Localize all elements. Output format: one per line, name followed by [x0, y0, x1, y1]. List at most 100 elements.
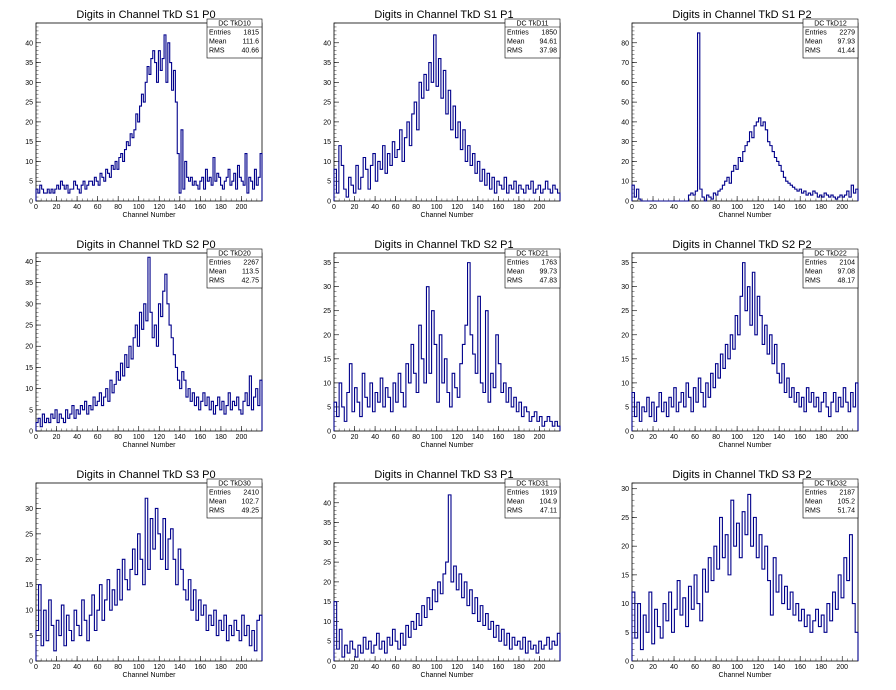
stats-mean-value: 102.7: [241, 499, 259, 506]
histogram-panel: Digits in Channel TkD S2 P1 0 5 10 15 20 25 30 3…: [323, 239, 561, 449]
stats-rms-value: 48.17: [837, 278, 855, 285]
x-tick-label: 140: [472, 664, 484, 671]
x-tick-label: 160: [195, 664, 207, 671]
stats-mean-label: Mean: [507, 39, 525, 46]
x-tick-label: 20: [649, 204, 657, 211]
stats-box: DC TkD20 Entries 2267 Mean 113.5 RMS 42.75: [206, 248, 263, 289]
histogram-panel: Digits in Channel TkD S3 P2 0 5 10 15 20 25 30 0…: [621, 469, 859, 679]
x-tick-label: 180: [513, 434, 525, 441]
stats-rms-label: RMS: [805, 48, 821, 55]
x-tick-label: 40: [670, 434, 678, 441]
stats-rms-value: 47.11: [540, 508, 557, 515]
y-tick-label: 30: [621, 284, 629, 291]
chart-title: Digits in Channel TkD S2 P1: [374, 239, 513, 251]
stats-entries-label: Entries: [805, 490, 827, 497]
plot-frame: [631, 22, 859, 202]
stats-rms-label: RMS: [209, 278, 225, 285]
y-tick-label: 30: [323, 540, 331, 547]
stats-box: DC TkD30 Entries 2410 Mean 102.7 RMS 49.25: [206, 478, 263, 519]
stats-name: DC TkD22: [814, 251, 847, 258]
y-tick-label: 40: [25, 40, 33, 47]
histogram-series: [35, 256, 263, 431]
y-tick-label: 20: [621, 544, 629, 551]
x-tick-label: 80: [412, 664, 420, 671]
stats-entries-value: 2410: [243, 490, 259, 497]
y-tick-label: 10: [323, 159, 331, 166]
x-tick-label: 20: [649, 664, 657, 671]
histogram-panel: Digits in Channel TkD S3 P1 0 5 10 15 20 25 30 3…: [323, 469, 561, 679]
y-tick-label: 40: [323, 40, 331, 47]
y-tick-label: 50: [621, 100, 629, 107]
y-tick-label: 20: [621, 159, 629, 166]
chart-title: Digits in Channel TkD S1 P2: [672, 9, 811, 21]
stats-rms-label: RMS: [805, 278, 821, 285]
y-tick-label: 5: [327, 404, 331, 411]
y-tick-label: 35: [323, 60, 331, 67]
stats-box-frame: [206, 248, 263, 289]
y-tick-label: 30: [25, 80, 33, 87]
x-tick-label: 200: [836, 664, 848, 671]
x-tick-label: 160: [195, 434, 207, 441]
y-tick-label: 5: [625, 630, 629, 637]
x-tick-label: 20: [351, 204, 359, 211]
y-tick-label: 25: [25, 100, 33, 107]
x-tick-label: 0: [332, 434, 336, 441]
stats-entries-label: Entries: [805, 260, 827, 267]
x-tick-label: 200: [236, 434, 248, 441]
x-axis-label: Channel Number: [123, 212, 177, 219]
y-tick-label: 30: [621, 486, 629, 493]
y-tick-label: 20: [25, 119, 33, 126]
chart-title: Digits in Channel TkD S2 P2: [672, 239, 811, 251]
x-tick-label: 60: [94, 434, 102, 441]
y-tick-label: 25: [323, 308, 331, 315]
y-tick-label: 10: [25, 386, 33, 393]
y-tick-label: 70: [621, 60, 629, 67]
stats-rms-value: 42.75: [241, 278, 259, 285]
x-tick-label: 180: [215, 664, 227, 671]
y-tick-label: 20: [323, 332, 331, 339]
y-tick-label: 20: [323, 579, 331, 586]
stats-entries-value: 2267: [243, 260, 259, 267]
stats-rms-value: 37.98: [539, 48, 557, 55]
x-tick-label: 120: [752, 664, 764, 671]
y-tick-label: 25: [621, 515, 629, 522]
x-tick-label: 120: [451, 434, 463, 441]
stats-entries-value: 1815: [243, 30, 259, 37]
x-axis-label: Channel Number: [421, 212, 475, 219]
stats-box: DC TkD22 Entries 2104 Mean 97.08 RMS 48.17: [802, 248, 859, 289]
stats-rms-label: RMS: [507, 508, 523, 515]
stats-rms-label: RMS: [507, 278, 523, 285]
stats-entries-label: Entries: [507, 490, 529, 497]
stats-entries-value: 1850: [541, 30, 557, 37]
x-tick-label: 60: [691, 434, 699, 441]
stats-mean-label: Mean: [209, 499, 227, 506]
stats-box-frame: [504, 478, 561, 519]
x-tick-label: 60: [392, 204, 400, 211]
y-tick-label: 35: [323, 520, 331, 527]
stats-box-frame: [802, 248, 859, 289]
x-tick-label: 100: [133, 204, 145, 211]
y-tick-label: 5: [29, 633, 33, 640]
x-tick-label: 140: [174, 434, 186, 441]
stats-name: DC TkD10: [218, 21, 251, 28]
stats-box-frame: [206, 478, 263, 519]
stats-box-frame: [504, 248, 561, 289]
x-tick-label: 140: [174, 664, 186, 671]
x-tick-label: 60: [691, 204, 699, 211]
y-tick-label: 0: [29, 429, 33, 436]
chart-title: Digits in Channel TkD S1 P1: [374, 9, 513, 21]
histogram-panel: Digits in Channel TkD S1 P0 0 5 10 15 20 25 30 3…: [25, 9, 263, 219]
x-tick-label: 60: [94, 204, 102, 211]
x-axis-label: Channel Number: [421, 442, 475, 449]
y-tick-label: 5: [327, 179, 331, 186]
x-tick-label: 80: [712, 204, 720, 211]
x-tick-label: 160: [195, 204, 207, 211]
x-tick-label: 20: [351, 664, 359, 671]
stats-box-frame: [504, 18, 561, 59]
y-tick-label: 30: [25, 506, 33, 513]
stats-rms-label: RMS: [209, 48, 225, 55]
histogram-series: [631, 262, 859, 431]
stats-box: DC TkD31 Entries 1919 Mean 104.9 RMS 47.11: [504, 478, 561, 519]
y-tick-label: 25: [323, 100, 331, 107]
y-tick-label: 15: [621, 356, 629, 363]
